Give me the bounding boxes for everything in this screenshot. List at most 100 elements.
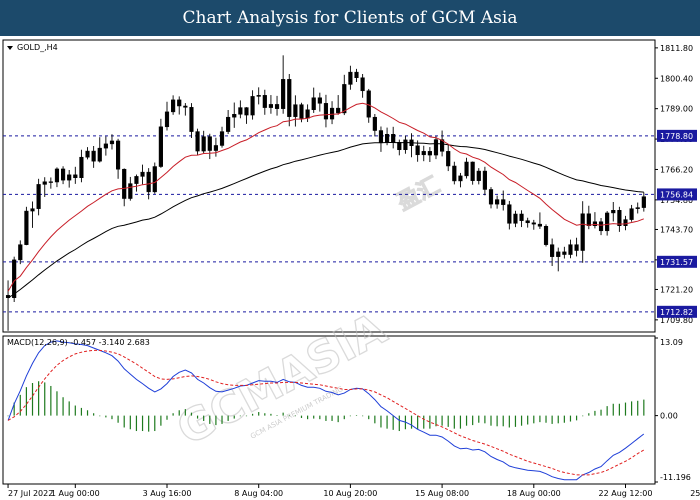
candle-body-bull [641,196,646,208]
candle-body-bear [550,244,555,257]
candle-body-bear [360,77,365,92]
price-tick-label: 1721.20 [660,285,693,294]
candle-body-bull [342,84,347,114]
candle [611,202,616,222]
macd-histogram-bar [514,415,517,427]
candle-body-bull [232,114,237,118]
macd-histogram-bar [31,383,34,416]
level-tag [657,305,697,318]
candle-body-bull [556,251,561,257]
candle [195,128,200,156]
macd-histogram-bar [527,415,529,425]
candle-body-bull [164,111,170,128]
level-tag-text: 1756.84 [660,190,693,199]
candle-body-bull [250,96,255,116]
candle-body-bull [67,174,72,181]
candle-body-bear [372,116,377,131]
candle-body-bull [30,208,35,212]
macd-histogram-bar [429,415,431,429]
candle [458,172,463,188]
candle [329,101,335,125]
macd-histogram-bar [111,415,113,420]
macd-histogram-bar [435,415,437,427]
macd-histogram-bar [294,415,296,417]
candle [48,177,53,189]
candle [562,246,567,259]
candle-body-bull [219,131,225,146]
candle-body-bear [598,221,604,232]
candle-body-bull [293,104,298,117]
macd-histogram-bar [99,415,101,417]
candle-body-bull [305,109,310,119]
candle-body-bull [158,126,163,167]
candle-body-bear [336,107,341,114]
symbol-text: GOLD_,H4 [17,43,58,52]
candle-body-bull [329,107,335,120]
candle [635,202,640,214]
level-tag [657,188,697,201]
candle [543,224,549,247]
candle-body-bear [488,189,494,205]
macd-signal-line [7,349,645,476]
candle [79,149,84,183]
level-tag [657,255,697,268]
candle-body-bear [60,168,66,181]
candle [598,218,604,236]
candle-body-bear [354,71,359,78]
candle [323,94,329,128]
macd-histogram-bar [307,415,309,420]
candle [262,89,267,115]
macd-histogram-bar [337,415,339,423]
candle [427,147,432,162]
macd-histogram-bar [362,415,364,417]
macd-histogram-bar [239,415,241,417]
price-tick-label: 1800.40 [660,74,693,83]
candle [446,144,451,172]
candle [177,96,182,115]
candle-body-bear [48,181,53,183]
macd-histogram-bar [172,413,174,416]
candle-body-bear [73,174,78,178]
candle-body-bear [574,244,579,251]
candle-body-bear [207,136,212,151]
candle [134,174,139,192]
time-tick-label: 3 Aug 16:00 [143,489,192,498]
candle [629,204,634,222]
candle-body-bear [366,90,371,118]
candle [452,161,457,185]
candle-body-bull [568,244,573,255]
price-tick-label: 1709.80 [660,316,693,325]
candle-body-bear [323,103,329,120]
price-chart: GCMASIA 盈汇 GCM ASIA PREMIUM TRADING 1811… [0,36,700,500]
macd-histogram-bar [637,400,639,416]
candle [525,217,530,228]
macd-histogram-bar [423,415,425,429]
macd-histogram-bar [368,415,370,420]
macd-histogram-bar [575,415,578,421]
candle [91,146,96,168]
macd-histogram-bar [325,415,327,421]
candle-body-bull [403,139,408,150]
candle [574,237,579,257]
level-tag-text: 1712.82 [660,308,693,317]
candle-body-bull [226,116,231,132]
macd-histogram-bar [631,401,633,416]
candle [250,90,255,120]
candle [128,176,133,201]
candle [256,87,261,105]
candle-body-bull [85,150,90,158]
macd-histogram-bar [288,415,290,416]
macd-histogram-bar [233,415,235,419]
candle-body-bull [605,212,610,232]
candle [189,103,194,138]
candle [568,239,573,259]
candle [433,136,439,160]
macd-histogram-bar [196,415,199,419]
candle [158,118,163,168]
candle-body-bull [476,170,481,181]
candle [476,168,481,185]
macd-histogram-bar [86,410,89,416]
macd-histogram-bar [331,415,333,421]
candle [109,134,115,150]
candle [501,190,506,211]
